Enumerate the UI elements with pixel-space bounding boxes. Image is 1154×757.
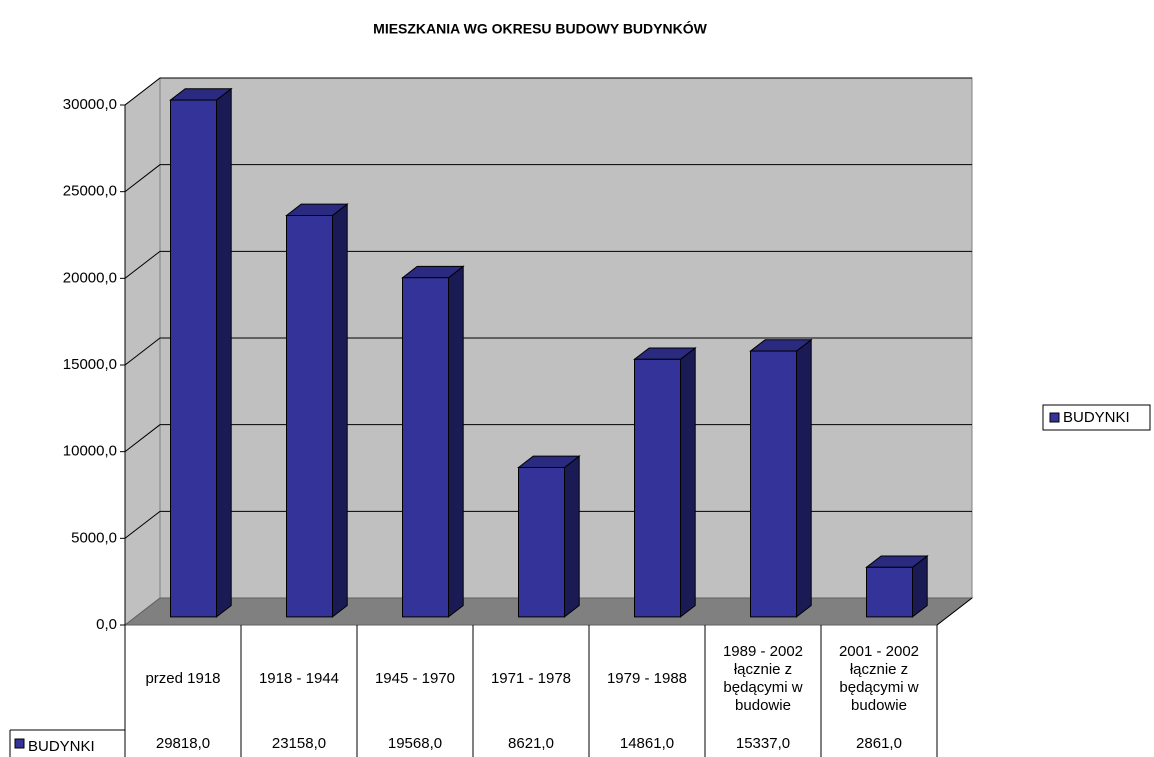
value-label: 2861,0 [856,734,902,752]
category-label: 1945 - 1970 [374,669,456,687]
bar [169,87,233,618]
bar [865,554,929,618]
table-line [936,597,973,626]
value-label: 29818,0 [155,734,211,752]
legend-label: BUDYNKI [1063,409,1130,426]
bar-front [750,350,797,618]
bar-side [332,203,348,618]
category-label: 1918 - 1944 [258,669,340,687]
bar-side [564,455,580,618]
category-label: 1979 - 1988 [606,669,688,687]
value-label: 14861,0 [619,734,675,752]
bar-side [448,265,464,618]
grid-line [124,77,972,106]
grid-line [124,164,972,193]
grid-line [124,250,972,279]
value-label: 23158,0 [271,734,327,752]
y-tick-label: 15000,0 [63,356,117,373]
grid-line [124,424,972,453]
bar-side [680,346,696,618]
grid-line [124,337,972,366]
bar-side [216,87,232,618]
bar [749,338,813,618]
bar-side [796,338,812,618]
grid-line [124,510,972,539]
bar [401,265,465,618]
bar-front [518,466,565,618]
row-label: BUDYNKI [28,737,95,755]
y-tick-label: 25000,0 [63,183,117,200]
bar [517,455,581,618]
y-tick-label: 5000,0 [71,529,117,546]
bar [285,203,349,618]
bar [633,346,697,618]
legend-key [1049,412,1060,423]
value-label: 19568,0 [387,734,443,752]
category-label: 2001 - 2002 łącznie z będącymi w budowie [838,642,920,714]
y-tick-label: 30000,0 [63,96,117,113]
bar-front [170,99,217,618]
bar-front [286,214,333,618]
bar-front [402,277,449,618]
y-tick-label: 0,0 [96,616,117,633]
value-label: 8621,0 [508,734,554,752]
chart-title: MIESZKANIA WG OKRESU BUDOWY BUDYNKÓW [373,20,707,37]
value-label: 15337,0 [735,734,791,752]
y-tick-label: 10000,0 [63,443,117,460]
bar-front [634,358,681,618]
legend-box [1042,404,1151,431]
y-tick-label: 20000,0 [63,269,117,286]
category-label: 1989 - 2002 łącznie z będącymi w budowie [722,642,804,714]
table-key [14,738,25,749]
bar-front [866,566,913,618]
category-label: 1971 - 1978 [490,669,572,687]
category-label: przed 1918 [145,669,221,687]
